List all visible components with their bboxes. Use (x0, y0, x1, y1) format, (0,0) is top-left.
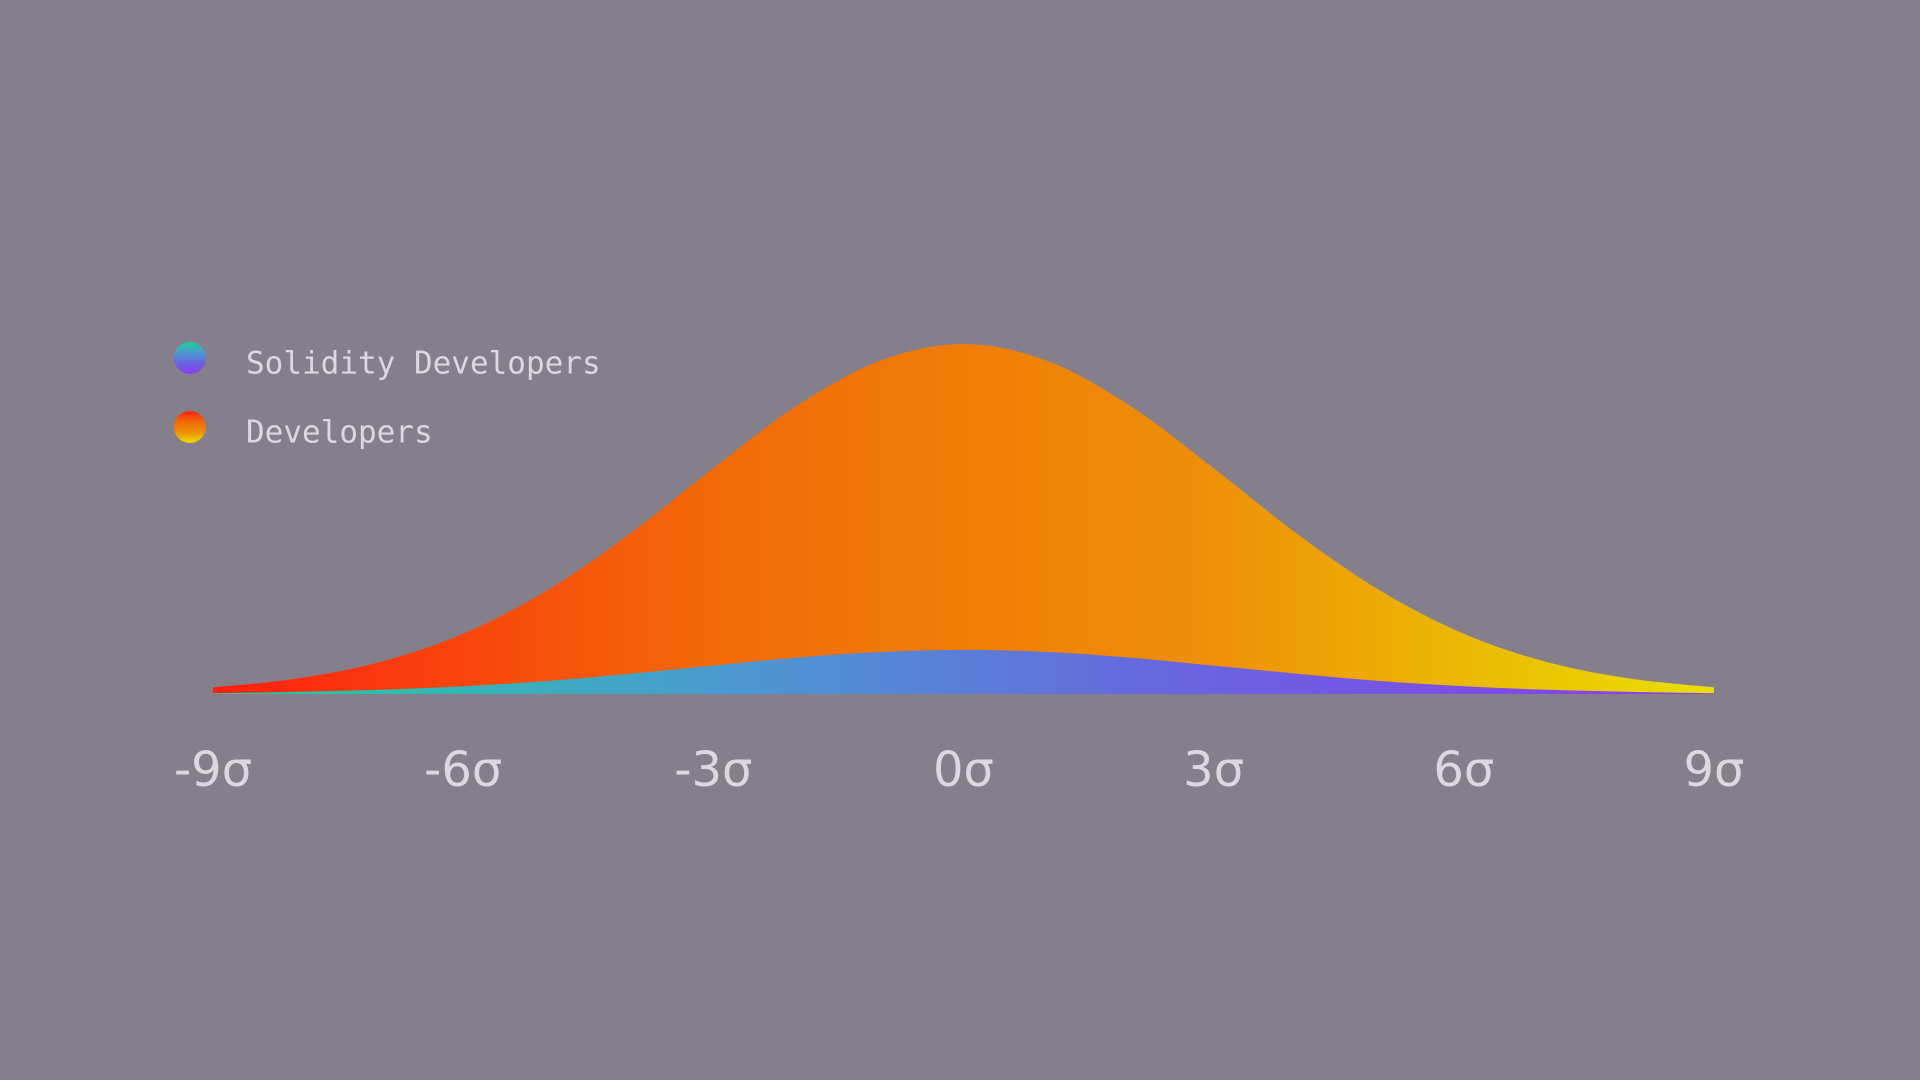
x-tick-label: 0σ (933, 742, 994, 798)
x-tick-label: 3σ (1183, 742, 1244, 798)
legend-swatch (174, 342, 206, 374)
area (213, 344, 1714, 694)
x-tick-label: 9σ (1684, 742, 1745, 798)
x-tick-label: -6σ (424, 742, 502, 798)
x-tick-label: -3σ (674, 742, 752, 798)
area (213, 649, 1714, 694)
legend-label: Solidity Developers (246, 346, 601, 382)
x-tick-label: 6σ (1433, 742, 1494, 798)
x-tick-label: -9σ (174, 742, 252, 798)
legend-label: Developers (246, 415, 433, 451)
legend-swatch (174, 411, 206, 443)
